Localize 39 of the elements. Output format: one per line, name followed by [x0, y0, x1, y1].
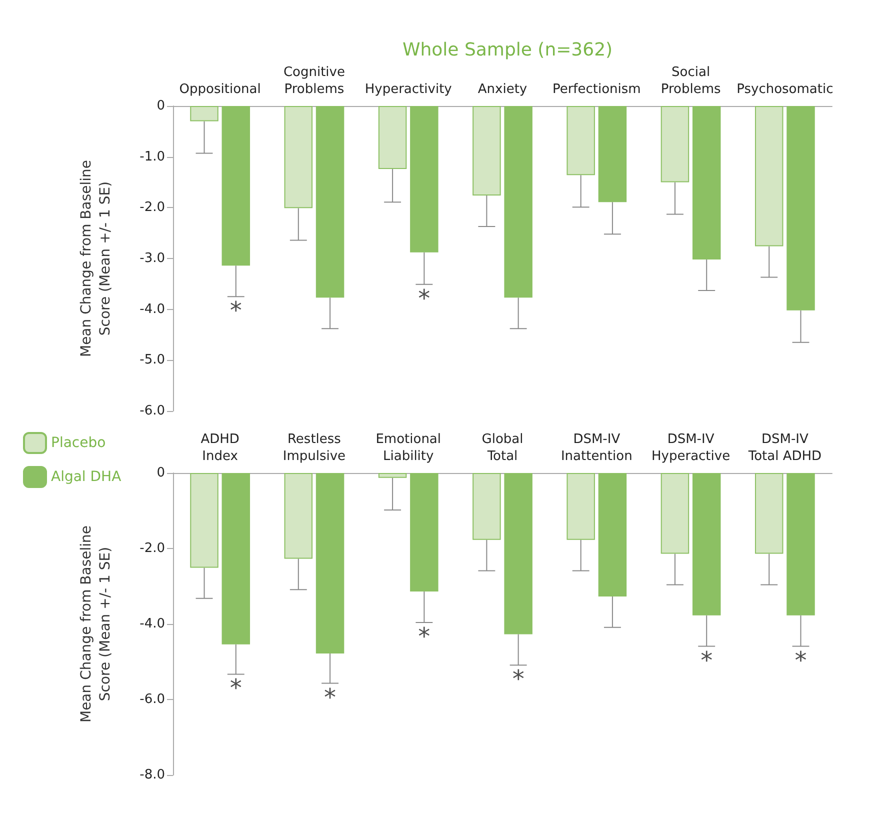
- y-tick-label: -5.0: [140, 352, 165, 368]
- x-tick-label: ADHD Index: [200, 432, 240, 464]
- y-tick-label: 0: [156, 466, 165, 480]
- x-tick-label: Cognitive Problems: [283, 65, 345, 97]
- x-tick-label: DSM-IV Hyperactive: [651, 432, 730, 464]
- x-tick-label: Perfectionism: [552, 82, 641, 97]
- annotation: *: [418, 622, 430, 650]
- annotation: *: [700, 646, 713, 674]
- y-tick-label: 0: [156, 98, 165, 114]
- x-tick-label: Global Total: [482, 432, 524, 464]
- x-tick-label: Oppositional: [179, 82, 261, 97]
- y-tick-label: -4.0: [140, 616, 165, 632]
- y-tick-label: -8.0: [140, 768, 165, 782]
- y-tick-label: -2.0: [140, 541, 165, 556]
- y-tick-label: -2.0: [140, 200, 165, 216]
- x-tick-label: Anxiety: [478, 82, 528, 97]
- y-tick-label: -4.0: [140, 302, 165, 317]
- chart-title: Whole Sample (n=362): [402, 40, 613, 60]
- x-tick-label: Restless Impulsive: [282, 432, 346, 464]
- y-tick-label: -6.0: [140, 404, 165, 418]
- annotation: *: [512, 665, 524, 694]
- x-tick-label: Emotional Liability: [376, 432, 442, 464]
- y-axis-title: Mean Change from Baseline Score (Mean +/- 1 SE): [78, 525, 114, 723]
- y-tick-label: -1.0: [140, 149, 165, 164]
- x-tick-label: DSM-IV Total ADHD: [747, 432, 822, 464]
- legend-label: Algal DHA: [51, 469, 122, 485]
- annotation: *: [230, 296, 242, 325]
- y-tick-label: -3.0: [140, 251, 165, 266]
- x-tick-label: Social Problems: [660, 65, 721, 97]
- x-tick-label: Psychosomatic: [736, 82, 834, 97]
- annotation: *: [418, 284, 430, 312]
- y-tick-label: -6.0: [140, 692, 165, 707]
- x-tick-label: DSM-IV Inattention: [560, 432, 632, 464]
- annotation: *: [230, 674, 242, 702]
- annotation: *: [324, 683, 336, 712]
- x-tick-label: Hyperactivity: [364, 82, 452, 97]
- annotation: *: [794, 646, 807, 674]
- legend-label: Placebo: [51, 435, 106, 451]
- y-axis-title: Mean Change from Baseline Score (Mean +/- 1 SE): [78, 160, 114, 358]
